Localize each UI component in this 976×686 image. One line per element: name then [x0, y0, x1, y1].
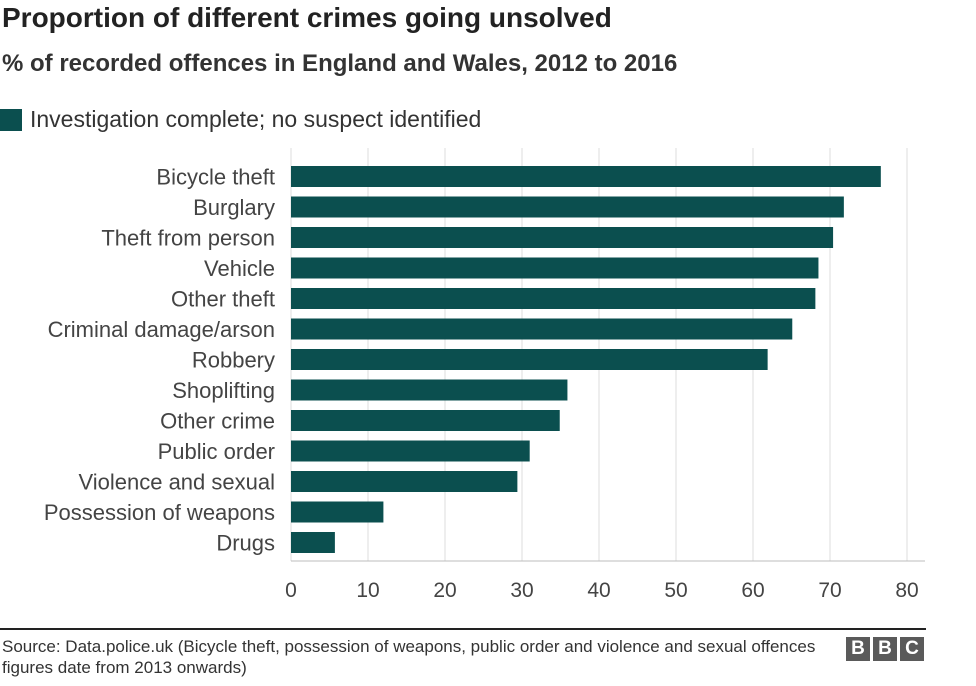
- bar: [291, 471, 518, 492]
- x-tick-label: 30: [510, 579, 533, 602]
- bbc-logo-letter: C: [900, 637, 924, 661]
- legend-swatch: [0, 108, 22, 131]
- x-tick-label: 40: [587, 579, 610, 602]
- bbc-logo: B B C: [846, 637, 924, 661]
- bar: [291, 318, 793, 340]
- bar: [291, 532, 335, 553]
- bar: [291, 166, 881, 187]
- category-label: Vehicle: [204, 256, 275, 281]
- category-label: Theft from person: [101, 226, 275, 251]
- x-tick-label: 60: [741, 579, 764, 602]
- category-label: Drugs: [216, 531, 275, 556]
- category-label: Violence and sexual: [78, 470, 275, 495]
- source-note: Source: Data.police.uk (Bicycle theft, p…: [2, 637, 816, 677]
- x-tick-label: 0: [285, 579, 297, 602]
- x-tick-label: 10: [356, 579, 379, 602]
- bar: [291, 257, 819, 279]
- bbc-logo-letter: B: [873, 637, 897, 661]
- chart-subtitle: % of recorded offences in England and Wa…: [2, 50, 678, 77]
- category-label: Other crime: [160, 409, 275, 434]
- bar: [291, 349, 768, 370]
- bar: [291, 288, 816, 309]
- category-label: Criminal damage/arson: [48, 317, 275, 342]
- category-label: Possession of weapons: [44, 500, 275, 525]
- bar: [291, 501, 384, 523]
- bar: [291, 196, 844, 218]
- category-label: Shoplifting: [172, 378, 275, 403]
- x-tick-label: 20: [433, 579, 456, 602]
- bbc-logo-letter: B: [846, 637, 870, 661]
- x-tick-label: 70: [818, 579, 841, 602]
- bar-chart: 0 10 20 30 40 50 60 70 80 Bicycle theft Burglary Th…: [44, 148, 925, 602]
- bar: [291, 227, 834, 248]
- x-tick-label: 50: [664, 579, 687, 602]
- x-tick-label: 80: [895, 579, 918, 602]
- bar: [291, 379, 568, 401]
- category-label: Bicycle theft: [156, 165, 275, 190]
- footer-divider: [0, 628, 926, 630]
- category-label: Burglary: [193, 195, 275, 220]
- category-label: Robbery: [192, 348, 275, 373]
- bar: [291, 440, 530, 462]
- legend-label: Investigation complete; no suspect ident…: [30, 106, 482, 132]
- chart-title: Proportion of different crimes going uns…: [2, 2, 612, 33]
- category-label: Other theft: [171, 287, 275, 312]
- bar: [291, 410, 560, 431]
- legend: Investigation complete; no suspect ident…: [0, 106, 481, 133]
- category-label: Public order: [158, 439, 275, 464]
